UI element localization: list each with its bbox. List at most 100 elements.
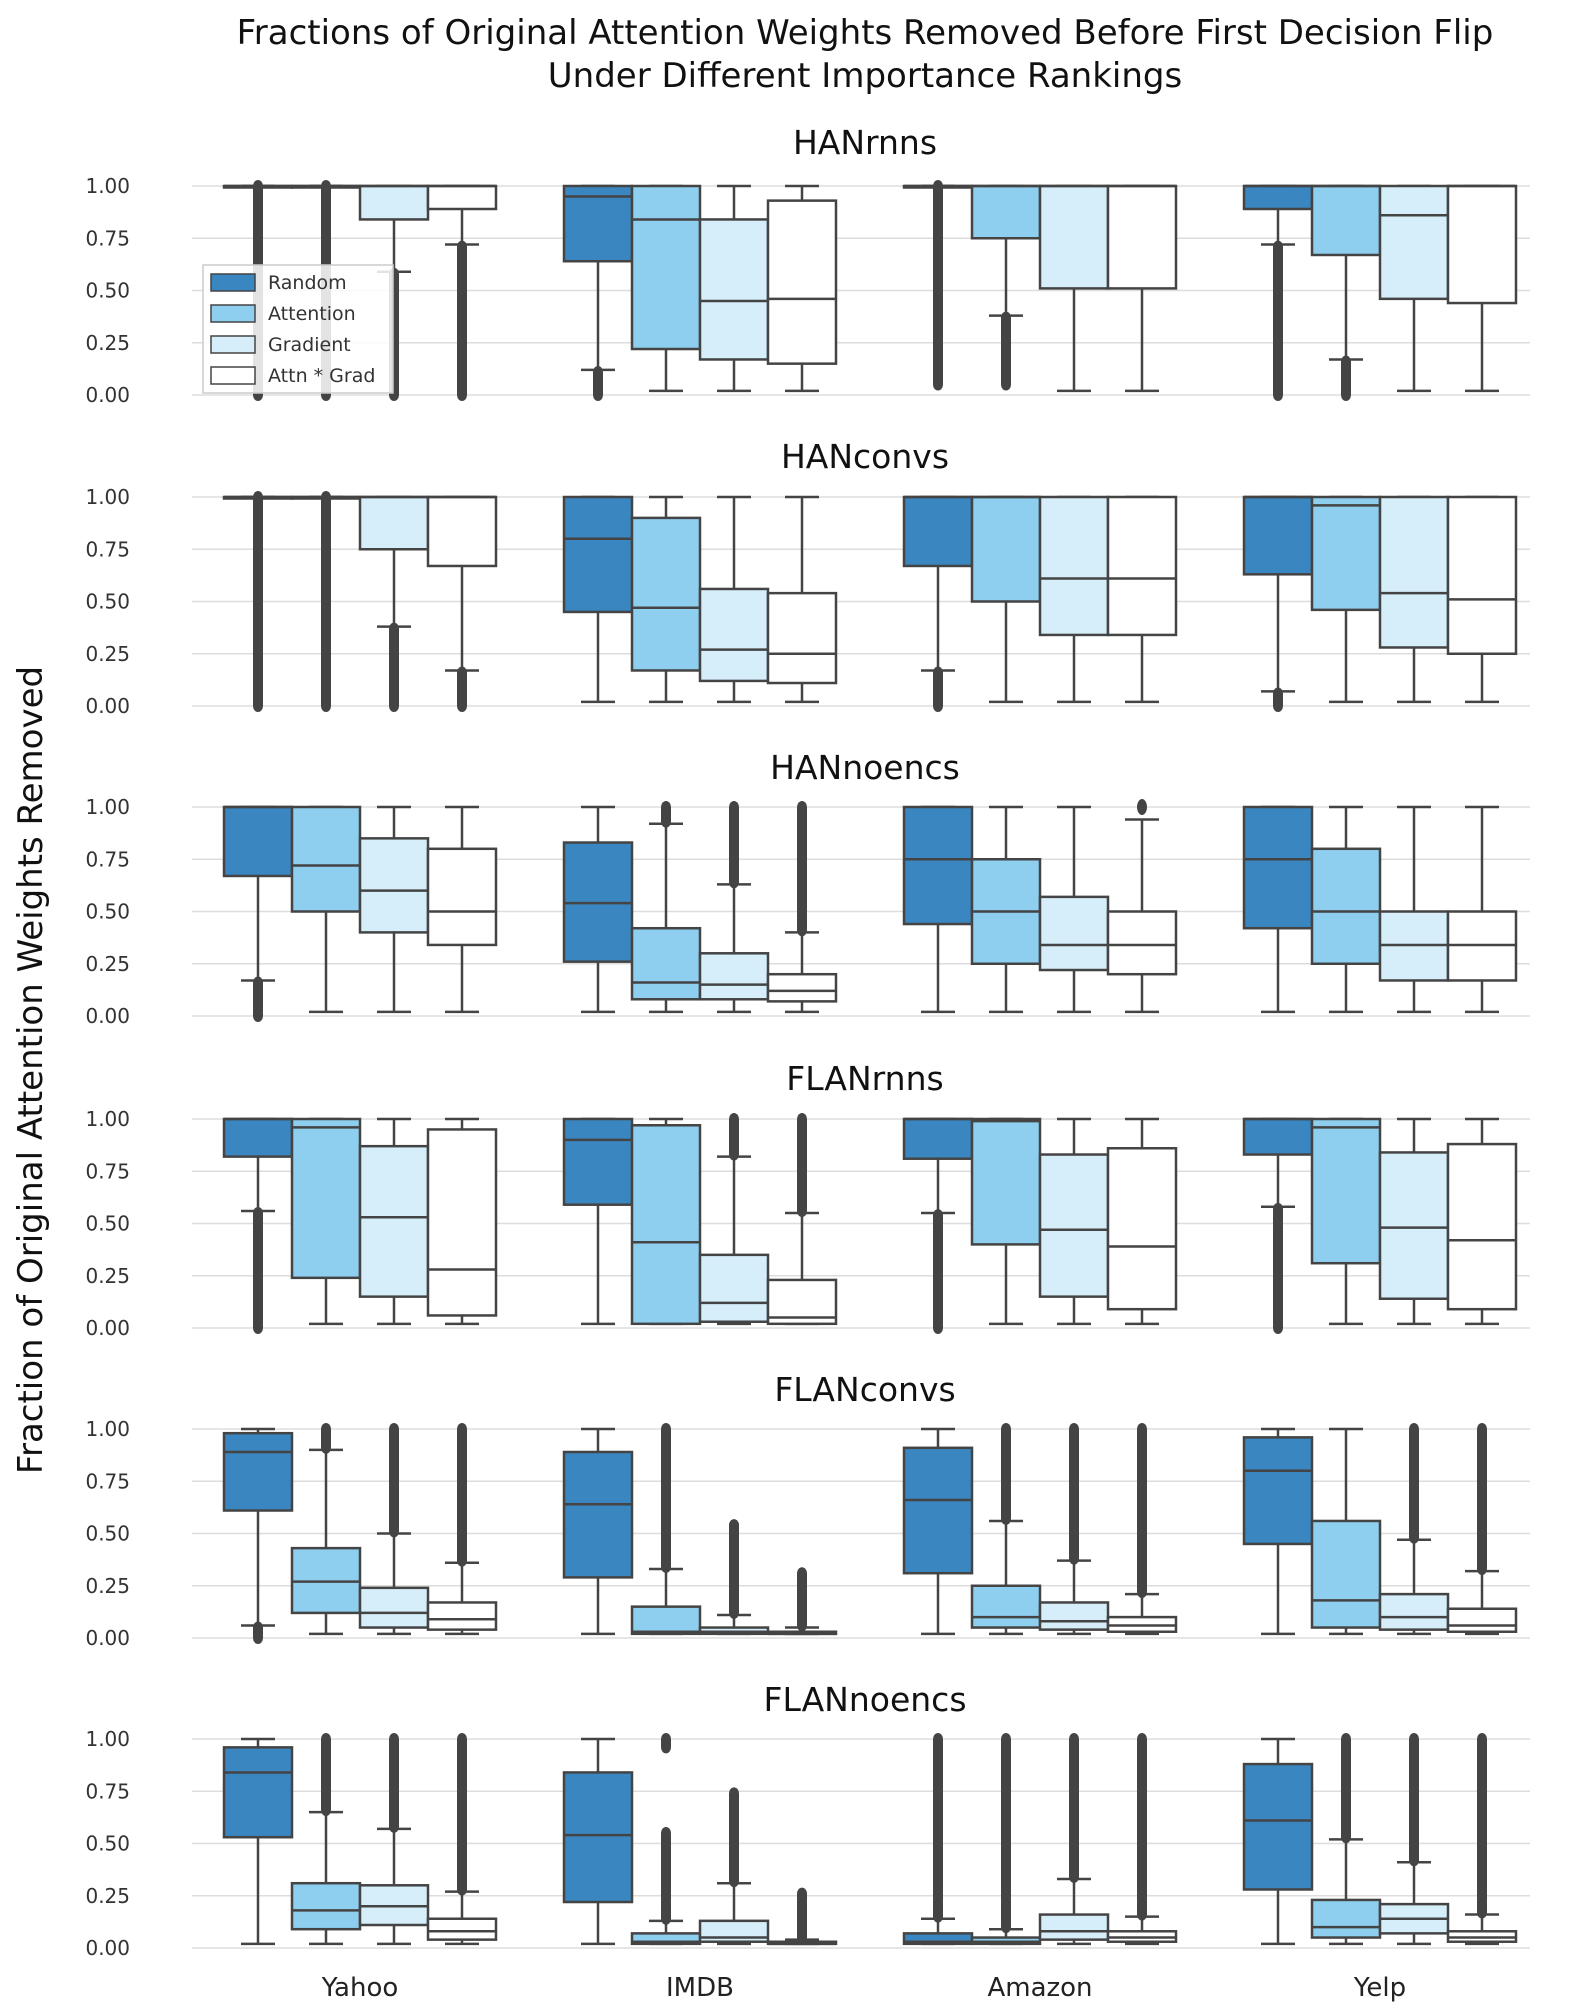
outlier-band — [661, 1827, 671, 1925]
box-random — [222, 1737, 294, 1946]
iqr-box — [1242, 1436, 1314, 1546]
y-tick-label: 1.00 — [85, 795, 130, 819]
outlier-band — [389, 1733, 399, 1833]
box-random — [222, 1117, 294, 1334]
y-tick-label: 0.25 — [85, 642, 130, 666]
outlier-band — [661, 801, 671, 828]
outlier-band — [1069, 1423, 1079, 1565]
legend-label: Attention — [268, 303, 356, 325]
panel-hanconvs: HANconvs 0.00 0.25 0.50 0.75 1.00 — [85, 437, 1530, 718]
y-tick-label: 0.50 — [85, 590, 130, 614]
box-attn-grad — [1106, 1733, 1178, 1946]
outlier-band — [457, 240, 467, 401]
outlier-band — [1409, 1733, 1419, 1867]
box-gradient — [1038, 805, 1110, 1014]
iqr-box — [1378, 1151, 1450, 1300]
outlier-band — [1273, 687, 1283, 712]
box-gradient — [358, 1733, 430, 1946]
panel-flanconvs: FLANconvs 0.00 0.25 0.50 0.75 1.00 — [85, 1370, 1530, 1650]
outlier-band — [253, 1621, 263, 1644]
y-tick-label: 0.75 — [85, 226, 130, 250]
outlier-band — [321, 1423, 331, 1454]
box-attn-grad — [1446, 495, 1518, 704]
box-attention — [1310, 1427, 1382, 1636]
iqr-box — [1310, 1898, 1382, 1939]
iqr-box — [222, 1117, 294, 1158]
box-attention — [290, 1733, 362, 1946]
outlier-band — [729, 1519, 739, 1619]
iqr-box — [1378, 1592, 1450, 1631]
outlier-band — [389, 622, 399, 712]
outlier-band — [1001, 311, 1011, 391]
iqr-box — [222, 1746, 294, 1839]
iqr-box — [1378, 495, 1450, 649]
iqr-box — [358, 1144, 430, 1298]
outlier-band — [729, 1787, 739, 1888]
iqr-box — [630, 516, 702, 672]
outlier-band — [1341, 1733, 1351, 1844]
iqr-box — [902, 1117, 974, 1160]
outlier-band — [253, 976, 263, 1022]
box-random — [1242, 1427, 1314, 1636]
y-tick-label: 1.00 — [85, 1107, 130, 1131]
outlier-band — [661, 1733, 671, 1754]
box-gradient — [1038, 1733, 1110, 1946]
outlier-band — [797, 1567, 807, 1632]
outlier-band — [389, 1423, 399, 1538]
iqr-box — [1310, 495, 1382, 612]
iqr-box — [1310, 184, 1382, 257]
box-attention — [1310, 1117, 1382, 1326]
box-gradient — [358, 805, 430, 1014]
box-attn-grad — [426, 805, 498, 1014]
outlier-band — [797, 1887, 807, 1944]
box-attention — [630, 495, 702, 704]
outlier-band — [1477, 1733, 1487, 1919]
y-tick-label: 0.25 — [85, 1574, 130, 1598]
outlier-band — [457, 1423, 467, 1567]
box-attention — [970, 1117, 1042, 1326]
box-attn-grad — [766, 801, 838, 1014]
box-random — [562, 1117, 634, 1326]
iqr-box — [290, 805, 362, 913]
iqr-box — [1446, 1142, 1518, 1311]
outlier-band — [729, 1113, 739, 1161]
legend: Random Attention Gradient Attn * Grad — [202, 264, 394, 394]
box-attn-grad — [426, 495, 498, 712]
outlier-band — [1137, 1733, 1147, 1921]
outlier-point — [1137, 799, 1147, 815]
iqr-box — [358, 495, 430, 551]
outlier-band — [1273, 1202, 1283, 1334]
outlier-band — [1341, 355, 1351, 401]
box-random — [222, 1427, 294, 1644]
iqr-box — [970, 1584, 1042, 1629]
box-random — [1242, 495, 1314, 712]
box-attn-grad — [766, 495, 838, 704]
y-tick-label: 0.00 — [85, 383, 130, 407]
iqr-box — [766, 591, 838, 685]
iqr-box — [562, 1450, 634, 1579]
box-attn-grad — [1106, 1117, 1178, 1326]
x-tick-labels: Yahoo IMDB Amazon Yelp — [321, 1973, 1406, 2003]
iqr-box — [698, 1253, 770, 1323]
iqr-box — [1106, 910, 1178, 976]
y-tick-label: 0.25 — [85, 331, 130, 355]
iqr-box — [970, 184, 1042, 240]
box-random — [1242, 805, 1314, 1014]
box-gradient — [1378, 495, 1450, 704]
iqr-box — [1038, 1601, 1110, 1631]
iqr-box — [1310, 847, 1382, 965]
y-tick-label: 0.00 — [85, 694, 130, 718]
outlier-band — [933, 666, 943, 712]
iqr-box — [1038, 184, 1110, 290]
iqr-box — [358, 184, 430, 221]
iqr-box — [290, 1881, 362, 1931]
legend-swatch — [210, 366, 256, 385]
iqr-box — [562, 184, 634, 263]
box-random — [562, 184, 634, 401]
box-random — [902, 1733, 974, 1946]
box-random — [562, 495, 634, 704]
panel-flanrnns: FLANrnns 0.00 0.25 0.50 0.75 1.00 — [85, 1059, 1530, 1340]
legend-label: Random — [268, 272, 347, 294]
box-attn-grad — [766, 1567, 838, 1636]
